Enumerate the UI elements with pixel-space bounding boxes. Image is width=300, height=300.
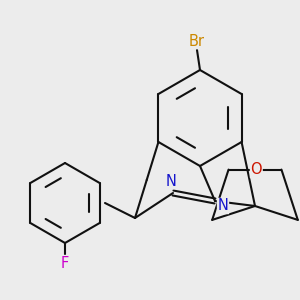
Text: F: F bbox=[61, 256, 69, 271]
Text: N: N bbox=[218, 199, 228, 214]
Text: N: N bbox=[166, 173, 176, 188]
Text: Br: Br bbox=[189, 34, 205, 49]
Text: O: O bbox=[250, 163, 262, 178]
